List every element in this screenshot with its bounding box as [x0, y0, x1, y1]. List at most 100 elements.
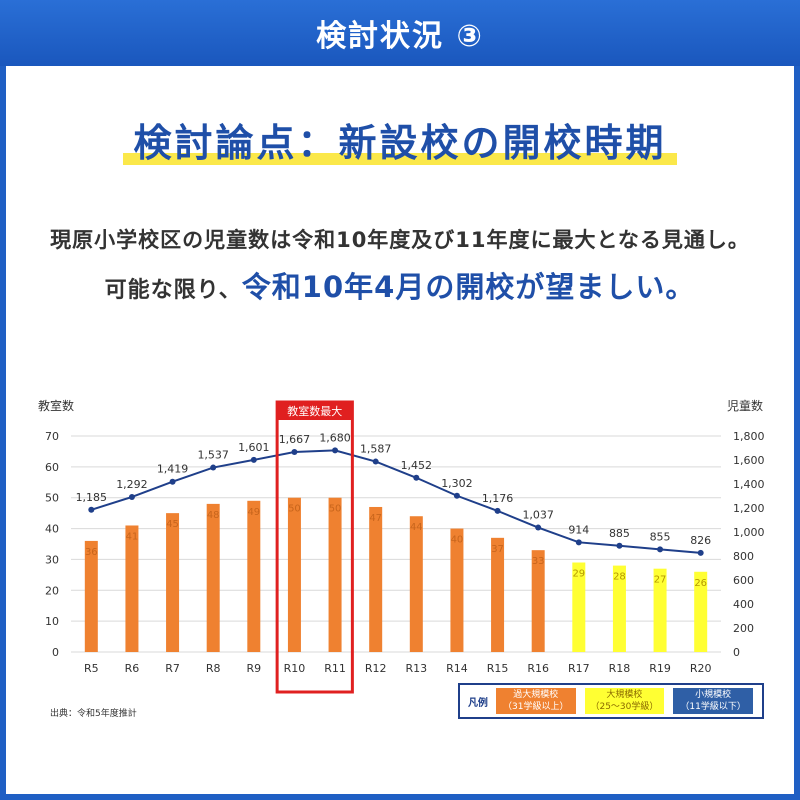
y-axis-label: 教室数 [38, 398, 74, 413]
legend-item-oversize: 過大規模校 （31学級以上） [495, 688, 576, 714]
header-title: 検討状況 ③ [316, 19, 484, 54]
highlight-label: 教室数最大 [287, 404, 342, 418]
bar [287, 497, 301, 652]
highlight-label-bg [277, 402, 353, 420]
bar [694, 571, 708, 652]
bar-value-label: 26 [694, 578, 707, 589]
title-wrap: 検討論点：新設校の開校時期 [6, 112, 794, 167]
bar-value-label: 40 [451, 535, 464, 546]
legend-item-large-line2: （25～30学級） [590, 702, 659, 712]
x-tick-label: R12 [365, 662, 387, 675]
line-point [291, 448, 298, 455]
bar [328, 497, 342, 652]
y2-tick-label: 1,000 [733, 526, 765, 539]
bar [125, 525, 139, 652]
bar [491, 537, 505, 652]
line-value-label: 1,176 [482, 492, 514, 505]
y2-tick-label: 400 [733, 598, 754, 611]
line-value-label: 826 [690, 534, 711, 547]
line-point [88, 506, 95, 513]
legend-item-large-line1: 大規模校 [606, 690, 643, 700]
bar [369, 506, 383, 652]
bar-value-label: 29 [572, 569, 585, 580]
y2-tick-label: 800 [733, 550, 754, 563]
bar [247, 500, 261, 652]
line-value-label: 1,601 [238, 441, 270, 454]
line-point [210, 464, 217, 471]
line-point [575, 539, 582, 546]
y-tick-label: 30 [45, 553, 59, 566]
bar-value-label: 45 [166, 519, 179, 530]
line-point [494, 507, 501, 514]
line-series [91, 449, 701, 554]
y2-tick-label: 600 [733, 574, 754, 587]
bar-value-label: 36 [85, 547, 98, 558]
y-tick-label: 10 [45, 615, 59, 628]
line-value-label: 1,667 [279, 433, 311, 446]
bar-value-label: 33 [532, 556, 545, 567]
x-tick-label: R11 [324, 662, 346, 675]
line-point [657, 546, 664, 553]
line-point [372, 458, 379, 465]
lead-line-2-suffix: が望ましい。 [515, 270, 696, 304]
legend-title: 凡例 [467, 697, 488, 709]
x-tick-label: R13 [405, 662, 427, 675]
x-tick-label: R15 [487, 662, 509, 675]
line-value-label: 885 [609, 527, 630, 540]
y2-tick-label: 1,200 [733, 502, 765, 515]
line-value-label: 1,419 [157, 463, 189, 476]
line-value-label: 1,292 [116, 478, 148, 491]
x-tick-label: R16 [527, 662, 549, 675]
bar-value-label: 41 [126, 531, 139, 542]
x-tick-label: R17 [568, 662, 590, 675]
bar-value-label: 49 [247, 507, 260, 518]
line-point [616, 542, 623, 549]
y-tick-label: 0 [52, 646, 59, 659]
legend-item-small-line1: 小規模校 [695, 690, 732, 700]
line-point [128, 493, 135, 500]
lead-line-2: 可能な限り、令和10年4月の開校が望ましい。 [6, 264, 794, 306]
x-tick-label: R7 [165, 662, 180, 675]
legend-item-small: 小規模校 （11学級以下） [673, 688, 753, 714]
x-tick-label: R20 [690, 662, 712, 675]
y-tick-label: 40 [45, 523, 59, 536]
lead-line-1: 現原小学校区の児童数は令和10年度及び11年度に最大となる見通し。 [50, 228, 750, 252]
line-value-label: 1,185 [76, 491, 108, 504]
y-tick-label: 70 [45, 430, 59, 443]
combo-chart: 0 10 20 30 40 50 60 70 0 200 400 600 800 1,000 1,200 1,… [38, 398, 765, 694]
bar-value-label: 50 [329, 504, 342, 515]
y-tick-label: 50 [45, 492, 59, 505]
legend: 凡例 過大規模校 （31学級以上） 大規模校 （25～30学級） 小規模校 （1… [458, 683, 764, 719]
bar [450, 528, 464, 652]
legend-item-oversize-line2: （31学級以上） [503, 702, 569, 712]
bar-value-label: 37 [491, 544, 504, 555]
bar-value-label: 47 [369, 513, 382, 524]
bar-value-label: 44 [410, 522, 423, 533]
bar-value-label: 48 [207, 510, 220, 521]
bar [612, 565, 626, 652]
bar [653, 568, 667, 652]
line-value-label: 914 [568, 523, 589, 536]
bar-value-label: 27 [654, 575, 667, 586]
bar-value-label: 28 [613, 572, 626, 583]
x-tick-label: R14 [446, 662, 468, 675]
bar [84, 540, 98, 652]
x-tick-label: R19 [649, 662, 671, 675]
bar [166, 513, 180, 652]
y-tick-label: 60 [45, 461, 59, 474]
line-point [169, 478, 176, 485]
line-point [332, 447, 339, 454]
line-value-label: 1,302 [441, 477, 473, 490]
x-tick-label: R18 [609, 662, 631, 675]
line-point [535, 524, 542, 531]
line-value-label: 1,037 [522, 509, 554, 522]
bar [409, 516, 423, 652]
line-value-label: 1,587 [360, 443, 392, 456]
lead-line-2-prefix: 可能な限り、 [104, 278, 242, 303]
line-point [453, 492, 460, 499]
line-point [250, 456, 257, 463]
line-value-label: 855 [650, 530, 671, 543]
x-tick-label: R8 [206, 662, 221, 675]
y2-axis-label: 児童数 [727, 398, 763, 413]
x-tick-label: R6 [125, 662, 140, 675]
